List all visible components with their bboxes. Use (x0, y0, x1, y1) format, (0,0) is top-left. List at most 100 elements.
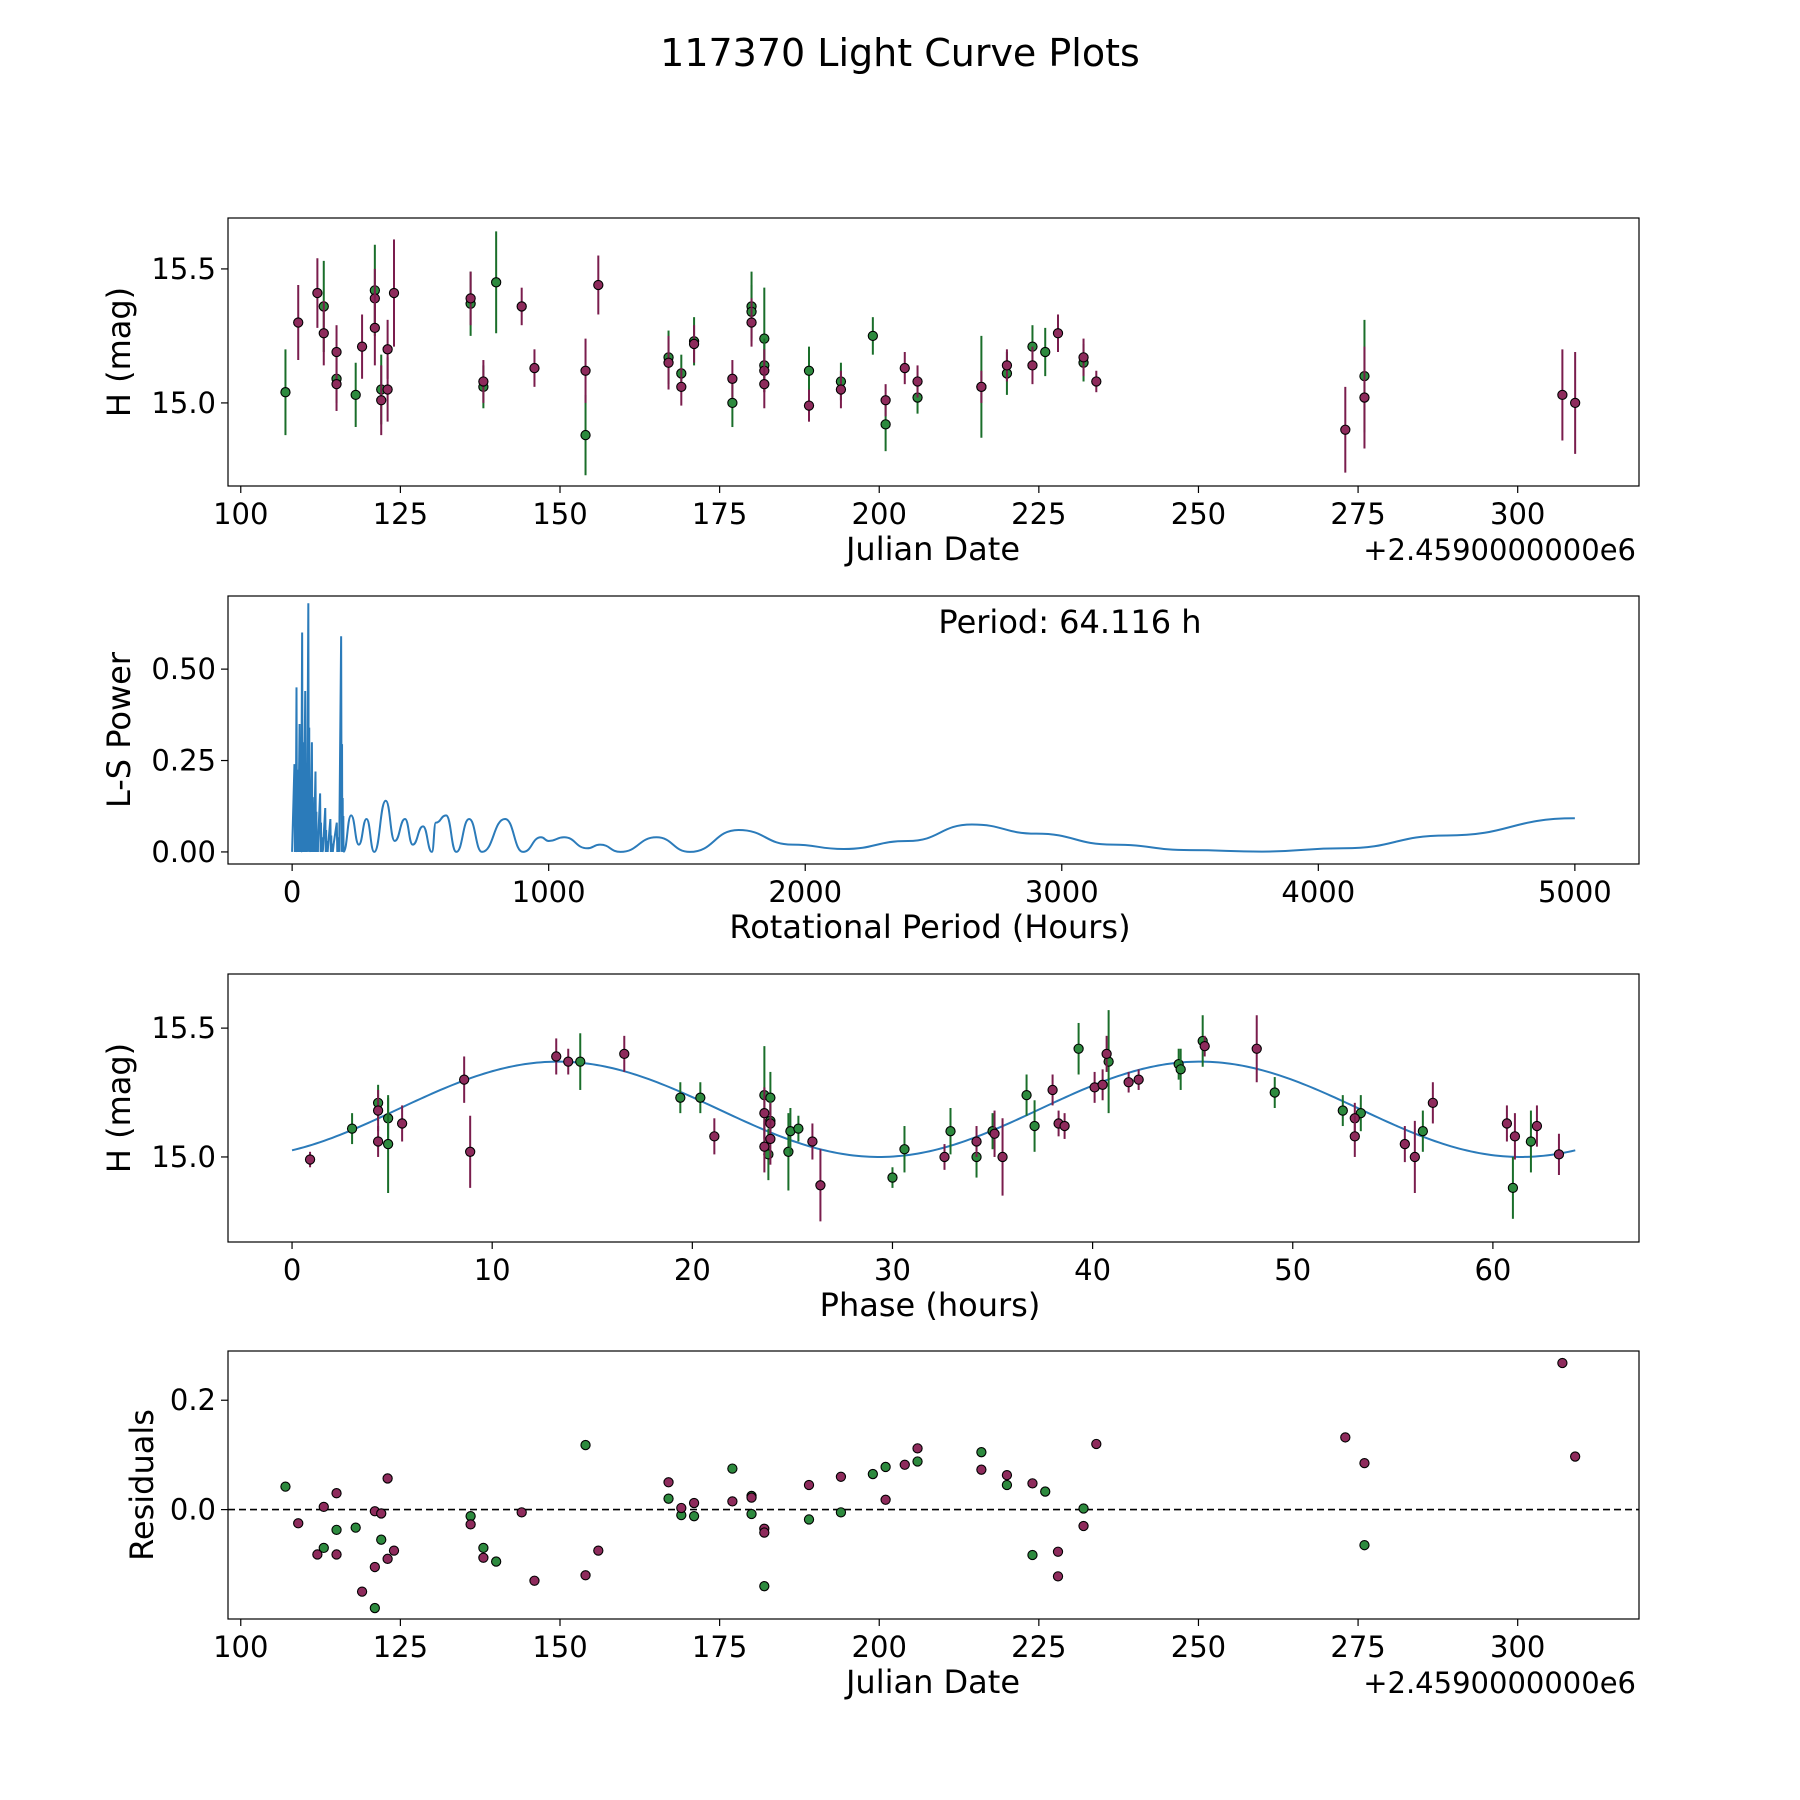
periodogram-ytick-label: 0.00 (151, 835, 216, 869)
lightcurve-point-purple (376, 395, 387, 406)
residuals-point-purple (1570, 1451, 1581, 1462)
lightcurve-xtick-label: 200 (852, 497, 907, 531)
lightcurve-xtick-label: 100 (213, 497, 268, 531)
lightcurve-point-purple (382, 384, 393, 395)
lightcurve-ytick-label: 15.5 (151, 252, 216, 286)
residuals-point-purple (382, 1553, 393, 1564)
residuals-ytick-label: 0.2 (170, 1383, 216, 1417)
residuals-point-purple (1001, 1470, 1013, 1481)
phased-point-green (1525, 1136, 1537, 1147)
periodogram-xtick-label: 3000 (1025, 875, 1099, 909)
phased-point-green (1337, 1105, 1348, 1116)
periodogram-xtick-label: 5000 (1538, 875, 1612, 909)
residuals-point-green (912, 1456, 923, 1467)
periodogram-xtick-label: 1000 (512, 875, 586, 909)
residuals-point-purple (1091, 1438, 1102, 1450)
lightcurve-point-purple (356, 341, 368, 352)
phased-xtick-label: 0 (283, 1253, 301, 1287)
residuals-xtick-label: 225 (1011, 1630, 1066, 1664)
residuals-point-green (835, 1507, 847, 1518)
residuals-point-purple (312, 1549, 323, 1560)
residuals-point-green (1078, 1503, 1089, 1514)
residuals-point-purple (880, 1494, 891, 1505)
lightcurve-xtick-label: 150 (532, 497, 587, 531)
residuals-point-green (331, 1524, 342, 1535)
residuals-point-green (803, 1514, 815, 1525)
phased-xtick-label: 40 (1074, 1253, 1111, 1287)
residuals-point-green (478, 1542, 489, 1554)
panel-periodogram: 0 1000 2000 3000 4000 5000 0.00 0.25 0.50 Period… (100, 595, 1640, 946)
phased-point-purple (765, 1133, 776, 1145)
periodogram-xtick-label: 0 (283, 875, 301, 909)
residuals-point-purple (293, 1518, 304, 1529)
phased-point-purple (1059, 1120, 1070, 1132)
phased-point-purple (997, 1151, 1008, 1163)
lightcurve-point-purple (369, 322, 380, 334)
panel-phased: 0 10 20 30 40 50 60 15.0 15.5 Phase (hours) H (m… (100, 973, 1640, 1324)
phased-xtick-label: 50 (1274, 1253, 1311, 1287)
residuals-point-purple (1027, 1478, 1038, 1489)
lightcurve-point-purple (1001, 360, 1013, 371)
phased-point-purple (1251, 1043, 1262, 1054)
lightcurve-xtick-label: 225 (1011, 497, 1066, 531)
residuals-point-purple (1557, 1357, 1568, 1369)
residuals-point-green (280, 1481, 291, 1492)
phased-point-purple (815, 1180, 826, 1191)
phased-point-green (1029, 1120, 1040, 1132)
phased-xtick-label: 30 (874, 1253, 911, 1287)
phased-point-purple (1553, 1149, 1565, 1160)
lightcurve-point-purple (478, 376, 489, 387)
residuals-point-purple (912, 1443, 923, 1454)
lightcurve-point-green (867, 330, 878, 342)
phased-point-purple (807, 1136, 818, 1147)
lightcurve-point-green (491, 277, 502, 288)
lightcurve-point-purple (803, 400, 815, 411)
lightcurve-point-green (880, 419, 891, 430)
residuals-point-purple (663, 1477, 674, 1488)
lightcurve-point-purple (880, 395, 891, 406)
lightcurve-point-purple (465, 293, 476, 304)
residuals-point-purple (803, 1479, 815, 1491)
phased-point-purple (459, 1074, 470, 1085)
phased-xtick-label: 20 (674, 1253, 711, 1287)
lightcurve-point-purple (1557, 389, 1568, 401)
residuals-xtick-label: 300 (1490, 1630, 1545, 1664)
panel-residuals: 100 125 150 175 200 225 250 275 300 0.0 0.2 Julian… (123, 1350, 1640, 1701)
phased-point-purple (1501, 1118, 1513, 1129)
lightcurve-plot-area (280, 231, 1581, 476)
residuals-point-green (880, 1461, 891, 1473)
residuals-point-green (1040, 1486, 1051, 1497)
lightcurve-point-purple (331, 379, 342, 390)
phased-point-green (887, 1172, 898, 1183)
periodogram-ytick-label: 0.25 (151, 744, 216, 778)
lightcurve-point-green (280, 387, 291, 398)
phased-point-green (783, 1146, 794, 1157)
periodogram-tail-line (342, 799, 1575, 853)
phased-point-purple (1409, 1151, 1420, 1163)
periodogram-peaks-line (291, 603, 345, 853)
lightcurve-point-purple (1078, 352, 1089, 363)
residuals-point-purple (356, 1586, 368, 1597)
figure-title: 117370 Light Curve Plots (660, 31, 1140, 75)
phased-point-green (1507, 1182, 1519, 1194)
residuals-point-purple (376, 1508, 387, 1519)
phased-point-purple (1509, 1131, 1521, 1142)
residuals-xtick-label: 175 (692, 1630, 747, 1664)
residuals-point-purple (1359, 1457, 1370, 1469)
residuals-point-purple (976, 1464, 987, 1475)
periodogram-plot-area (291, 603, 1575, 853)
periodogram-ticks: 0 1000 2000 3000 4000 5000 0.00 0.25 0.50 (151, 652, 1611, 909)
residuals-point-green (318, 1542, 329, 1554)
periodogram-ytick-label: 0.50 (151, 652, 216, 686)
lightcurve-point-purple (1091, 376, 1102, 387)
phased-point-purple (1427, 1097, 1439, 1108)
residuals-point-purple (688, 1497, 700, 1509)
residuals-offset-text: +2.4590000000e6 (1363, 1666, 1636, 1700)
phased-point-green (1021, 1089, 1032, 1101)
residuals-point-purple (1340, 1432, 1351, 1443)
residuals-point-green (376, 1534, 387, 1545)
phased-point-purple (1123, 1077, 1134, 1088)
phased-point-purple (989, 1128, 1000, 1139)
lightcurve-ylabel: H (mag) (100, 287, 138, 417)
phased-point-purple (1349, 1131, 1360, 1142)
